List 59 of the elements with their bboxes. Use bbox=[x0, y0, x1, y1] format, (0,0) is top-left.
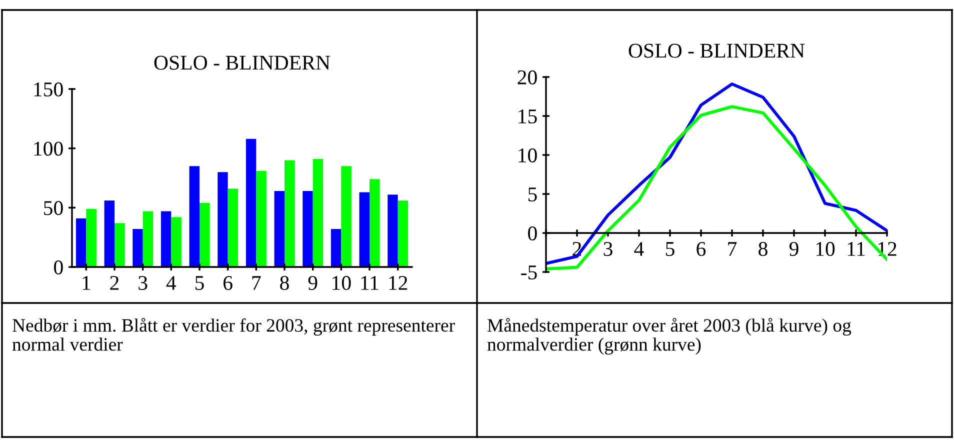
chart-title: OSLO - BLINDERN bbox=[154, 56, 330, 70]
bar bbox=[370, 179, 380, 267]
x-tick-label: 10 bbox=[816, 242, 835, 256]
x-tick-label: 5 bbox=[196, 276, 204, 290]
bar bbox=[398, 200, 408, 267]
bar bbox=[341, 166, 352, 267]
bar bbox=[284, 160, 295, 267]
y-tick-label: 15 bbox=[518, 109, 537, 124]
y-tick-label: 10 bbox=[518, 148, 537, 162]
y-tick-label: 100 bbox=[34, 142, 63, 156]
x-tick-label: 2 bbox=[110, 276, 119, 290]
y-tick-label: 0 bbox=[54, 260, 63, 274]
y-tick-label: 5 bbox=[528, 188, 537, 202]
x-tick-label: 7 bbox=[728, 242, 737, 256]
x-tick-label: 11 bbox=[848, 242, 865, 256]
x-tick-label: 9 bbox=[308, 276, 318, 290]
x-tick-label: 4 bbox=[166, 276, 176, 290]
text: Månedstemperatur over året 2003 (blå kurve) og normalverdier (grønn kurve) bbox=[487, 318, 852, 355]
x-tick-label: 5 bbox=[666, 242, 674, 256]
chart-title: OSLO - BLINDERN bbox=[628, 44, 805, 58]
bar bbox=[312, 159, 324, 267]
x-tick-label: 9 bbox=[789, 242, 798, 256]
x-tick-label: 10 bbox=[332, 276, 351, 290]
bar bbox=[142, 211, 154, 267]
y-tick-label: 50 bbox=[44, 201, 63, 216]
bar bbox=[86, 208, 96, 267]
bar bbox=[76, 218, 86, 267]
x-tick-label: 3 bbox=[138, 276, 148, 290]
bar bbox=[132, 229, 143, 267]
bar bbox=[302, 191, 313, 267]
y-tick-label: 0 bbox=[528, 226, 537, 240]
x-tick-label: 3 bbox=[604, 242, 612, 256]
bar bbox=[330, 229, 342, 267]
bar bbox=[218, 172, 228, 267]
bar bbox=[160, 211, 172, 267]
x-tick-label: 11 bbox=[361, 276, 378, 290]
bar bbox=[256, 170, 266, 267]
bar bbox=[388, 194, 398, 267]
y-tick-label: -5 bbox=[521, 266, 537, 280]
x-tick-label: 8 bbox=[758, 242, 768, 256]
y-tick-label: 20 bbox=[518, 70, 537, 84]
x-tick-label: 4 bbox=[634, 242, 644, 256]
x-tick-label: 6 bbox=[224, 276, 232, 290]
text: Nedbør i mm. Blått er verdier for 2003, grønt representerer normal verdier bbox=[12, 318, 455, 351]
x-tick-label: 6 bbox=[696, 242, 706, 256]
bar bbox=[171, 217, 182, 267]
bar bbox=[246, 138, 256, 267]
x-tick-label: 7 bbox=[252, 276, 261, 290]
bar bbox=[359, 192, 370, 267]
x-tick-label: 8 bbox=[280, 276, 289, 290]
x-tick-label: 1 bbox=[82, 276, 90, 290]
bar bbox=[114, 223, 125, 267]
y-tick-label: 150 bbox=[34, 82, 63, 96]
bar bbox=[274, 191, 284, 267]
bar bbox=[200, 202, 210, 267]
bar bbox=[228, 188, 238, 267]
x-tick-label: 12 bbox=[389, 276, 408, 290]
bar bbox=[189, 166, 200, 267]
bar bbox=[104, 200, 114, 267]
